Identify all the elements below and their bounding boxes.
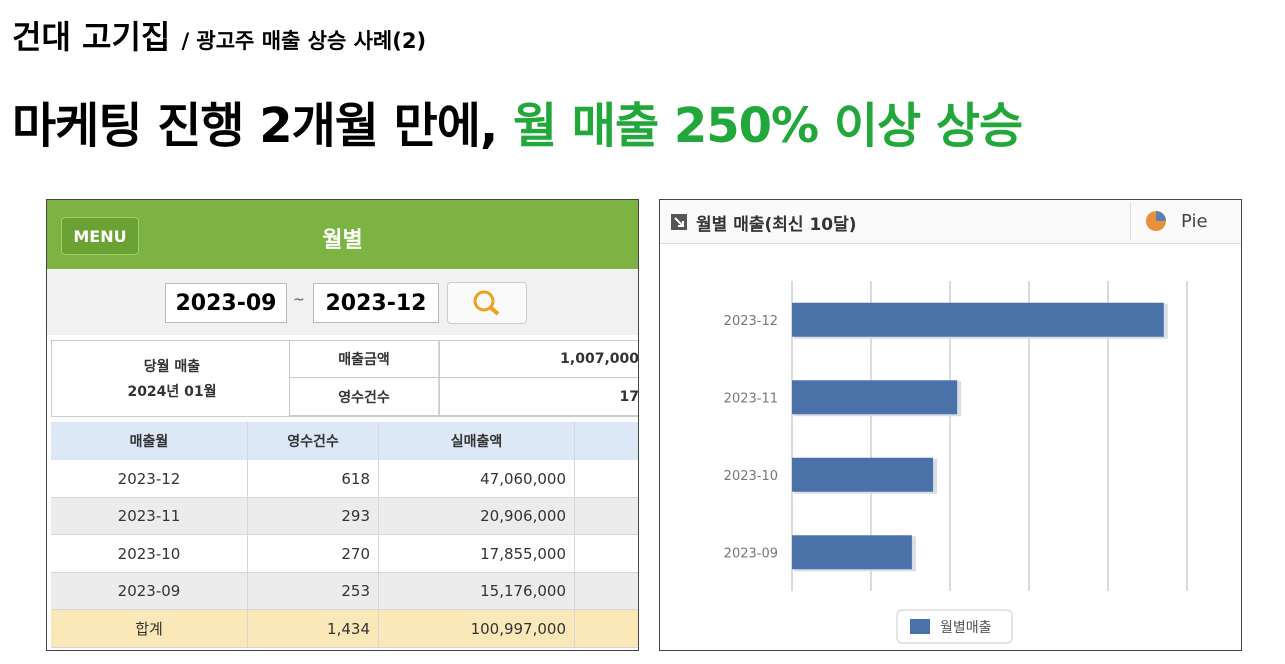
table-row-cell: [575, 535, 638, 573]
table-row-cell: 2023-09: [51, 572, 248, 610]
total-row-cell: 1,434: [248, 610, 379, 648]
total-row-cell: 100,997,000: [379, 610, 575, 648]
table-row-cell: 15,176,000: [379, 572, 575, 610]
search-icon: [473, 290, 500, 316]
y-tick-label: 2023-10: [724, 469, 778, 484]
summary-box: [51, 340, 638, 417]
chart-header: [660, 200, 1241, 244]
table-row-cell: 2023-12: [51, 460, 248, 498]
expand-icon: [671, 214, 687, 230]
total-row-cell: [575, 610, 638, 648]
table-row-cell: 253: [248, 572, 379, 610]
table-row-bg: [51, 572, 638, 610]
column-header: 매출월: [51, 422, 248, 460]
table-row-cell: 47,060,000: [379, 460, 575, 498]
summary-key: 매출금액: [289, 340, 439, 378]
table-row-bg: [51, 497, 638, 535]
date-sep: ~: [293, 292, 305, 308]
table-row-cell: 20,906,000: [379, 497, 575, 535]
headline-highlight: 월 매출 250% 이상 상승: [512, 98, 1023, 154]
summary-month: 2024년 01월: [127, 384, 217, 400]
subtitle: / 광고주 매출 상승 사례(2): [181, 29, 427, 53]
column-header: 실매출액: [379, 422, 575, 460]
panel-header: [47, 200, 638, 269]
total-row-bg: [51, 610, 638, 648]
table-row-cell: 2023-10: [51, 535, 248, 573]
panel-title: 월별: [322, 228, 363, 253]
headline-text: 마케팅 진행 2개월 만에,: [12, 98, 498, 154]
legend-box: [896, 609, 1013, 644]
y-tick-label: 2023-11: [724, 391, 778, 406]
legend-label: 월별매출: [940, 620, 992, 636]
table-row-cell: [575, 498, 638, 536]
legend-swatch: [910, 619, 930, 634]
menu-button[interactable]: MENU: [61, 217, 139, 255]
table-row-cell: 17,855,000: [379, 535, 575, 573]
y-tick-label: 2023-09: [724, 546, 778, 561]
column-header: 영수건수: [248, 422, 379, 460]
pie-label: Pie: [1181, 210, 1208, 232]
header: 건대 고기집 / 광고주 매출 상승 사례(2): [12, 12, 426, 58]
search-button[interactable]: [447, 282, 527, 324]
table-row-cell: 293: [248, 497, 379, 535]
pie-button[interactable]: Pie: [1130, 202, 1240, 240]
title: 건대 고기집: [12, 18, 171, 56]
table-panel: MENU 월별 2023-09 ~ 2023-12 당월 매출 2024년 01월…: [46, 199, 639, 651]
bar: [792, 535, 912, 570]
summary-label: 당월 매출 2024년 01월: [107, 355, 237, 405]
headline: 마케팅 진행 2개월 만에, 월 매출 250% 이상 상승: [12, 86, 1023, 156]
table-row-cell: [575, 573, 638, 611]
chart-panel: 월별 매출(최신 10달) Pie 2023-12 2023-11 2023-10 2…: [659, 199, 1242, 651]
table-row-bg: [51, 460, 638, 498]
table-row-cell: 2023-11: [51, 497, 248, 535]
summary-value: 1,007,000: [439, 340, 638, 378]
table-row-cell: 618: [248, 460, 379, 498]
date-to[interactable]: 2023-12: [313, 283, 439, 323]
pie-icon: [1146, 211, 1166, 231]
bar: [792, 380, 958, 415]
table-header-bg: [51, 422, 638, 460]
table-row-cell: [575, 460, 638, 498]
table-row-cell: 270: [248, 535, 379, 573]
bar: [792, 457, 934, 492]
summary-title: 당월 매출: [143, 359, 201, 375]
summary-value: 17: [439, 378, 638, 416]
column-header: [575, 422, 638, 460]
date-from[interactable]: 2023-09: [165, 283, 287, 323]
chart-title: 월별 매출(최신 10달): [696, 215, 857, 235]
total-row-cell: 합계: [51, 610, 248, 648]
bar: [792, 302, 1164, 337]
table-row-bg: [51, 535, 638, 573]
y-tick-label: 2023-12: [724, 314, 778, 329]
chart: 2023-12 2023-11 2023-10 2023-09 월별매출: [724, 281, 1188, 644]
summary-key: 영수건수: [289, 378, 439, 416]
